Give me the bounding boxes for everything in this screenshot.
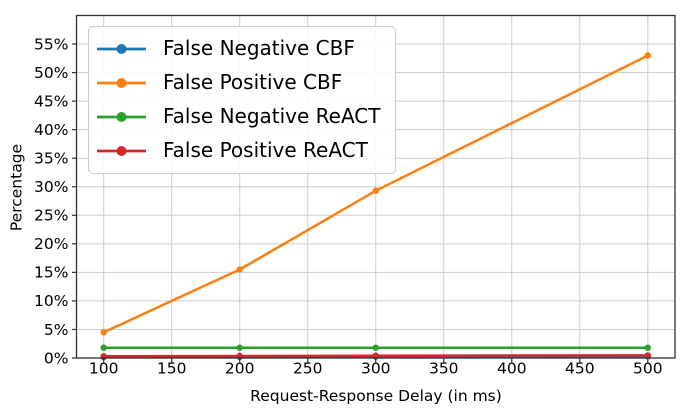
y-tick-label: 55% [34, 35, 68, 53]
marker-false-positive-cbf [100, 329, 107, 336]
legend-entry: False Negative ReACT [96, 100, 381, 134]
x-tick-label: 250 [293, 360, 323, 378]
marker-false-positive-react [372, 352, 379, 359]
y-axis-label: Percentage [7, 143, 26, 232]
series-line-false-positive-react [102, 354, 650, 358]
legend: False Negative CBF False Positive CBF Fa… [88, 26, 396, 174]
marker-false-negative-react [100, 344, 107, 351]
legend-marker [116, 44, 127, 54]
legend-entry: False Negative CBF [96, 32, 381, 66]
marker-false-negative-react [236, 344, 243, 351]
x-axis-label: Request-Response Delay (in ms) [250, 387, 502, 405]
legend-label: False Negative ReACT [163, 104, 381, 128]
y-tick-label: 30% [34, 178, 68, 196]
legend-label: False Negative CBF [163, 36, 355, 60]
y-tick-label: 20% [34, 235, 68, 253]
x-tick-label: 400 [497, 360, 527, 378]
marker-false-positive-cbf [644, 52, 651, 59]
y-tick-label: 5% [44, 321, 69, 339]
legend-label: False Positive CBF [163, 70, 343, 94]
x-tick-label: 300 [361, 360, 391, 378]
marker-false-negative-react [644, 344, 651, 351]
series-false-positive-cbf [100, 52, 651, 336]
y-tick-label: 0% [44, 349, 69, 367]
legend-sample [97, 112, 146, 122]
y-tick-label: 45% [34, 92, 68, 110]
legend-marker [116, 112, 127, 122]
marker-false-positive-cbf [236, 266, 243, 273]
legend-sample [97, 146, 146, 156]
y-tick-label: 15% [34, 264, 68, 282]
tick-labels: 100 150 200 250 300 350 400 450 500 0% 5% 10% 15% 20%… [34, 35, 663, 377]
legend-label: False Positive ReACT [163, 138, 368, 162]
series-false-negative-react [100, 344, 651, 351]
x-tick-label: 350 [429, 360, 459, 378]
y-tick-label: 40% [34, 121, 68, 139]
marker-false-positive-cbf [372, 187, 379, 194]
y-tick-label: 25% [34, 207, 68, 225]
series-false-positive-react [100, 352, 651, 360]
series-line-false-positive-cbf [102, 54, 650, 334]
x-tick-label: 200 [225, 360, 255, 378]
marker-false-positive-react [644, 352, 651, 359]
x-tick-label: 500 [633, 360, 663, 378]
legend-sample [97, 44, 146, 54]
y-tick-label: 50% [34, 64, 68, 82]
legend-marker [116, 78, 127, 88]
x-tick-label: 450 [565, 360, 595, 378]
x-tick-label: 150 [157, 360, 187, 378]
x-tick-label: 100 [89, 360, 119, 378]
legend-marker [116, 146, 127, 156]
legend-entry: False Positive CBF [96, 66, 381, 100]
y-tick-label: 10% [34, 292, 68, 310]
legend-entry: False Positive ReACT [96, 134, 381, 168]
marker-false-negative-react [372, 344, 379, 351]
ticks [72, 43, 649, 363]
legend-sample [97, 78, 146, 88]
y-tick-label: 35% [34, 150, 68, 168]
